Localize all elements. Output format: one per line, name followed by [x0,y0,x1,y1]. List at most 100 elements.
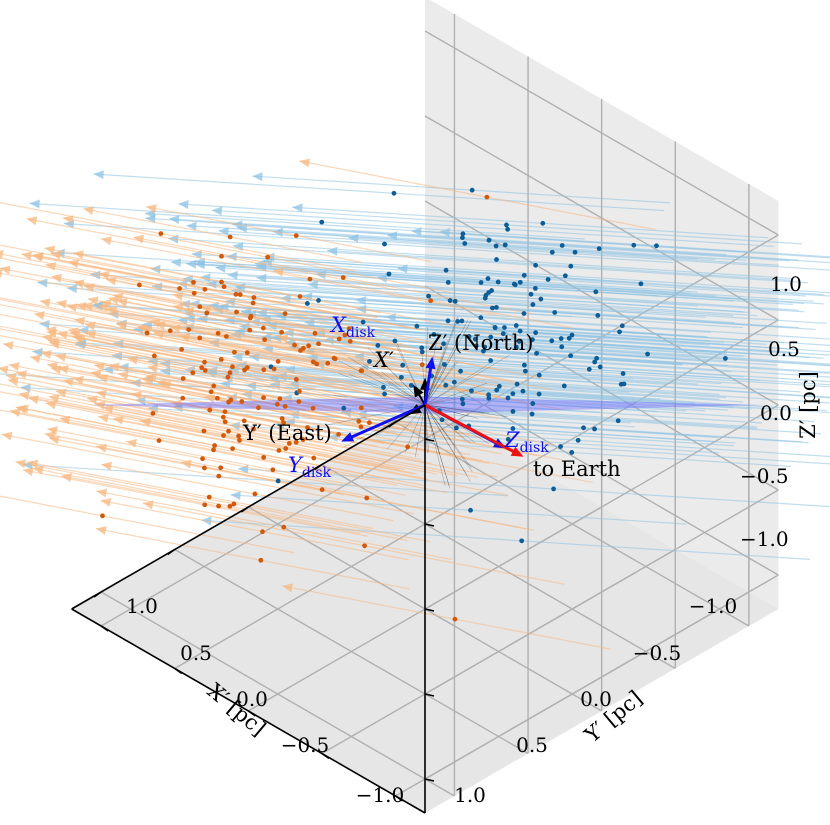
trajectory-line [96,391,378,447]
trajectory-line [288,413,715,443]
data-point [314,361,320,367]
data-point [100,513,105,519]
data-point [538,296,544,302]
arrow-head [186,221,197,231]
data-point [545,277,551,282]
trajectory-line [0,325,317,388]
data-point [500,331,506,337]
data-point [202,368,208,373]
data-point [279,416,285,421]
trajectory-line [386,234,791,262]
grid-line [321,548,676,755]
trajectory-line [172,294,509,360]
trajectory-line [94,402,478,478]
trajectory-line [112,417,429,480]
data-point [250,300,256,306]
arrow-head [273,267,284,277]
trajectory-line [0,495,294,554]
data-point [621,381,627,387]
data-point [536,372,542,378]
arrow-head [48,435,60,445]
vector-shaft [347,403,426,440]
arrow-head [73,279,85,289]
trajectory-line [62,217,453,294]
data-point [261,367,267,373]
arrow-head [142,500,154,510]
data-point [595,313,601,318]
data-point [274,401,280,407]
arrow-head [292,203,303,213]
data-point [226,428,231,434]
data-point [236,433,241,439]
data-point [340,275,346,280]
arrow-head [0,250,4,259]
arrow-head [0,365,9,375]
trajectory-line [55,390,432,464]
trajectory-line [94,364,417,428]
data-point [211,447,216,453]
trajectory-line [111,354,720,395]
data-point [347,338,353,344]
sight-line [424,404,473,472]
zprime-north-label: Z′ (North) [428,331,533,355]
trajectory-line [47,428,343,487]
trajectory-line [29,202,585,240]
arrow-head [0,269,3,278]
x-tick-label: −1.0 [356,783,405,807]
arrow-head [93,170,104,180]
trajectory-line [28,397,400,470]
data-point [559,344,565,350]
trajectory-line [18,393,437,475]
sight-line [424,360,444,406]
trajectory-line [73,252,505,337]
trajectory-line [50,367,389,434]
sight-line [424,404,485,414]
sight-line [424,404,450,487]
data-point [251,426,256,432]
data-point [248,313,254,319]
arrow-head [169,215,180,224]
y-tick-mark [321,752,330,760]
arrow-head [172,292,184,301]
data-point [460,235,465,241]
trajectory-line [59,417,448,494]
arrow-head [56,299,67,309]
data-point [223,334,229,339]
arrow-head [348,233,359,243]
data-point [562,273,568,279]
data-point [227,370,233,376]
trajectory-line [172,305,443,359]
data-point [256,405,261,411]
trajectory-line [180,461,535,531]
data-point [358,405,364,411]
arrow-head [3,341,14,351]
data-point [596,246,602,252]
data-point [293,377,299,382]
data-point [638,281,644,287]
trajectory-line [109,364,470,436]
data-point [244,350,250,356]
trajectory-line [271,336,830,374]
arrow-head [96,389,107,399]
data-point [262,337,268,343]
trajectory-line [63,222,674,264]
trajectory-line [252,175,670,204]
data-point [488,334,494,340]
arrow-head [100,498,112,507]
trajectory-line [0,257,308,318]
data-point [534,350,539,356]
sight-line [424,340,448,406]
data-point [233,291,239,297]
data-point [331,355,337,361]
data-point [532,285,538,291]
sight-line [424,316,458,406]
data-point [426,293,431,299]
arrow-head [170,258,182,268]
trajectory-line [150,268,799,311]
arrow-head [101,236,112,246]
data-point [358,424,364,430]
data-point [227,503,233,509]
vector-head [510,446,524,457]
data-point [232,349,237,355]
trajectory-line [282,585,611,650]
